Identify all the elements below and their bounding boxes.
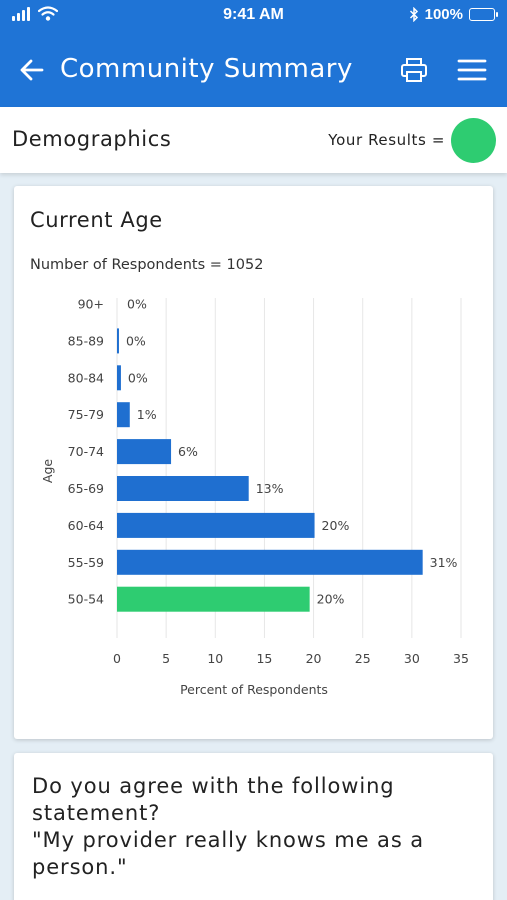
x-tick-label: 5 [162,651,170,666]
y-tick-label: 75-79 [68,407,104,422]
bluetooth-icon [409,7,418,22]
y-tick-label: 70-74 [68,444,104,459]
value-label: 13% [256,481,284,496]
y-tick-label: 55-59 [68,555,104,570]
app-bar: 9:41 AM 100% Community Summary [0,0,507,107]
section-header: Demographics Your Results = [0,107,507,173]
current-age-card: Current Age Number of Respondents = 1052… [14,186,493,739]
bar [117,476,249,501]
x-tick-label: 25 [355,651,371,666]
nav-bar: Community Summary [0,40,507,102]
page-title: Community Summary [60,54,353,84]
x-tick-label: 20 [306,651,322,666]
question-text: Do you agree with the following statemen… [32,774,425,879]
x-tick-label: 10 [207,651,223,666]
bar [117,586,310,612]
back-arrow-icon[interactable] [14,52,50,88]
y-axis-title: Age [40,459,55,483]
card-title: Current Age [30,208,163,232]
value-label: 0% [126,333,146,348]
value-label: 1% [137,407,157,422]
menu-icon[interactable] [456,54,488,86]
x-tick-label: 35 [453,651,469,666]
value-label: 31% [430,555,458,570]
y-tick-label: 90+ [78,297,104,312]
value-label: 20% [322,518,350,533]
section-title: Demographics [12,127,172,151]
y-tick-label: 80-84 [68,370,104,385]
your-results-label: Your Results = [328,131,445,149]
battery-icon [469,8,498,21]
x-tick-label: 30 [404,651,420,666]
y-tick-label: 65-69 [68,481,104,496]
your-results-indicator [451,118,496,163]
y-tick-label: 85-89 [68,333,104,348]
x-tick-label: 0 [113,651,121,666]
bar [117,549,423,575]
cellular-signal-icon [12,7,30,21]
print-icon[interactable] [398,54,430,86]
age-bar-chart: 0 5 10 15 20 25 30 35 90+ 0% 85-89 0% 80-84 0% 75-79 1%… [40,297,469,698]
bar [117,365,121,391]
bar [117,328,119,354]
x-axis-title: Percent of Respondents [180,682,328,697]
bar [117,439,172,465]
x-tick-label: 15 [256,651,272,666]
bar [117,402,130,428]
wifi-icon [38,6,58,21]
status-time: 9:41 AM [223,6,284,23]
question-card: Do you agree with the following statemen… [14,753,493,900]
value-label: 0% [127,297,147,312]
battery-percent: 100% [424,6,463,23]
status-bar: 9:41 AM 100% [0,0,507,32]
bar [117,512,315,538]
respondents-count: Number of Respondents = 1052 [30,257,264,273]
value-label: 20% [317,592,345,607]
y-tick-label: 60-64 [68,518,104,533]
value-label: 6% [178,444,198,459]
y-tick-label: 50-54 [68,592,104,607]
value-label: 0% [128,370,148,385]
